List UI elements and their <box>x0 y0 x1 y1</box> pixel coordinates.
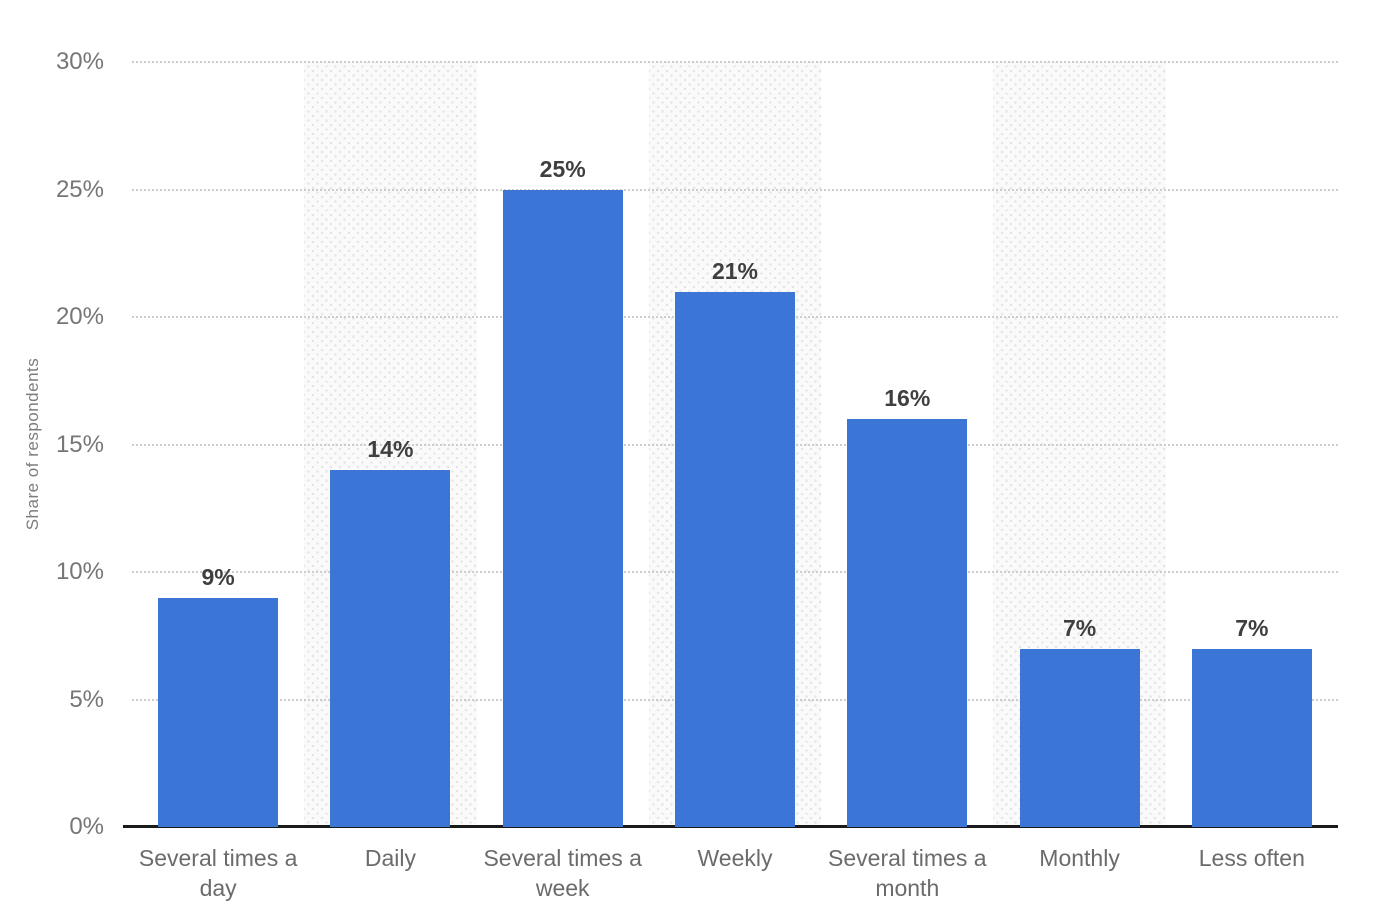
bar[interactable] <box>1191 648 1312 827</box>
bar-value-label: 9% <box>201 563 235 590</box>
bar-value-label: 25% <box>539 155 586 182</box>
bar[interactable] <box>502 189 623 827</box>
bar-value-label: 7% <box>1062 614 1097 641</box>
bar[interactable] <box>158 597 279 827</box>
y-tick-label: 30% <box>55 48 104 75</box>
y-tick-label: 20% <box>55 303 104 330</box>
x-category-label: Several times a day <box>138 845 298 901</box>
x-category-label: Monthly <box>1039 845 1120 871</box>
bar-value-label: 14% <box>367 436 414 462</box>
bar-value-label: 16% <box>884 385 931 411</box>
gridline <box>132 61 1338 63</box>
x-category-label: Weekly <box>697 845 773 871</box>
bar[interactable] <box>1019 648 1140 827</box>
bar[interactable] <box>847 419 968 827</box>
y-tick-label: 25% <box>55 175 104 203</box>
gridline <box>132 188 1338 191</box>
plot-area: 9% 14% 25% 21% 16% 7% 7% <box>123 61 1338 828</box>
y-tick-label: 0% <box>69 813 104 840</box>
x-category-label: Less often <box>1198 845 1305 871</box>
bar[interactable] <box>675 291 795 827</box>
bar-value-label: 21% <box>711 257 758 284</box>
y-tick-label: 15% <box>55 430 104 458</box>
y-tick-label: 10% <box>55 558 104 585</box>
y-tick-label: 5% <box>69 685 104 713</box>
x-category-label: Daily <box>364 845 416 871</box>
x-category-label: Several times a week <box>483 845 642 901</box>
x-category-label: Several times a month <box>828 845 987 901</box>
bar[interactable] <box>330 470 451 827</box>
bar-value-label: 7% <box>1235 614 1269 641</box>
